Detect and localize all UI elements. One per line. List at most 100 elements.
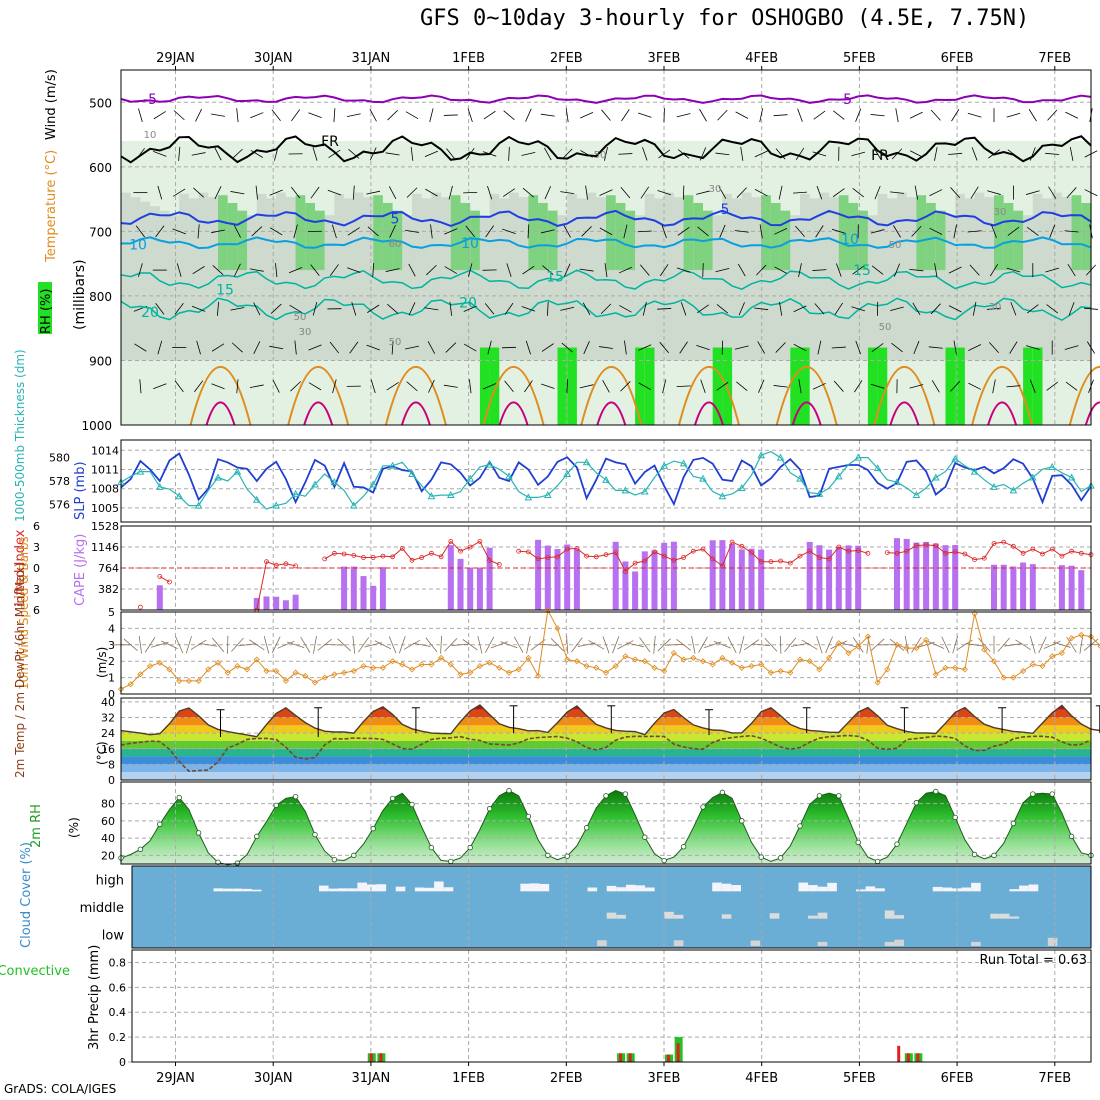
lifted-index-point (991, 541, 997, 546)
rh-point (622, 791, 629, 797)
wind-barb (1049, 224, 1056, 239)
wind-speed-point (166, 666, 173, 673)
wind-barb (825, 636, 833, 654)
wind-speed-point (1097, 644, 1100, 649)
cape-bar (1020, 562, 1027, 610)
rh-contour-label: 50 (879, 322, 892, 333)
hot-isotherm-bubble (303, 401, 334, 426)
wind-barb (561, 342, 573, 353)
wind-barb (758, 379, 765, 393)
rh-shade-gray (596, 197, 607, 361)
lifted-index-point (652, 549, 657, 555)
wind-barb (135, 148, 145, 160)
thickness-point (272, 501, 281, 509)
rh-point (603, 793, 609, 799)
rh-shade-gray (179, 193, 190, 361)
wind-barb (424, 150, 438, 158)
wind-barb (965, 643, 984, 647)
wind-speed-point (263, 667, 270, 675)
lifted-index-point (817, 555, 822, 560)
rh-shade-bright (945, 347, 956, 425)
cloud-cell (357, 882, 367, 892)
wind-barb (792, 191, 808, 194)
isotherm-line (120, 269, 1092, 291)
cloud-cell (645, 887, 655, 892)
rh-point (661, 857, 667, 864)
rh-contour-label: 60 (389, 239, 402, 250)
wind-barb (839, 642, 858, 648)
cape-bar (845, 545, 852, 610)
thickness-point (834, 472, 843, 480)
cloud-cell (750, 940, 761, 946)
rh-axis-label: RH (%) (39, 289, 54, 334)
wind-barb (214, 186, 222, 200)
lifted-index-point (884, 550, 890, 555)
lifted-index-line (887, 541, 1092, 561)
wind-barb (1046, 304, 1059, 314)
wind-barb (468, 379, 472, 394)
cape-bar (806, 541, 813, 610)
rh-shade-mid (625, 210, 636, 271)
wind-barb (504, 302, 514, 315)
rh-point (157, 821, 163, 827)
wind-barb (585, 185, 588, 200)
wind-barb (230, 191, 245, 195)
wind-speed-point (661, 667, 668, 675)
wind-barb (1066, 187, 1077, 199)
lifted-index-point (574, 546, 580, 551)
lifted-index-point (545, 555, 551, 560)
wind-barb (601, 109, 611, 121)
wind-barb (1068, 302, 1075, 316)
cloud-level-label: middle (80, 901, 124, 916)
rh-shade-gray (285, 197, 297, 361)
wind-speed-point (1039, 663, 1046, 670)
cloud-frame (131, 865, 1092, 949)
date-label-bottom: 30JAN (254, 1071, 293, 1086)
wind-barb (909, 111, 923, 119)
wind-barb (913, 340, 920, 355)
wind-barb (191, 152, 206, 156)
temp-axis-label: 2m Temp / 2m DewPt (6hr Min/Max) (13, 562, 27, 778)
wind-speed-point (864, 633, 871, 640)
wind-speed-point (185, 677, 192, 684)
lifted-index-tick-label: 6 (33, 520, 40, 533)
wind-speed-point (535, 672, 542, 680)
wind-barb (893, 225, 901, 238)
lifted-index-point (933, 543, 939, 548)
cloud-cell (1009, 916, 1020, 919)
wind-barb (405, 345, 419, 350)
lifted-index-point (1049, 546, 1055, 552)
wind-barb (391, 340, 394, 355)
rh-shade-bright (489, 347, 500, 425)
rh-shade-gray (363, 197, 374, 361)
wind-barb (446, 148, 456, 160)
cape-bar (612, 541, 619, 610)
thickness-point (951, 454, 960, 462)
wind-barb (251, 226, 263, 237)
thickness-point (912, 491, 921, 499)
wind-barb (793, 305, 807, 313)
wind-speed-point (379, 664, 386, 671)
cape-bar (467, 567, 474, 610)
lifted-index-point (690, 548, 696, 554)
cloud-cell (625, 884, 636, 892)
hot-isotherm-bubble (498, 401, 529, 426)
wind-barb (676, 267, 691, 273)
lifted-index-point (584, 553, 589, 559)
wind-barb (889, 191, 905, 194)
wind-barb (931, 380, 940, 393)
date-label-top: 2FEB (550, 51, 583, 66)
wind-barb (602, 636, 610, 654)
wind-speed-point (855, 643, 862, 650)
wind-barb (691, 635, 696, 654)
wind-barb (626, 642, 644, 648)
wind-barb (449, 301, 453, 316)
rh-tick-label: 40 (101, 832, 115, 845)
wind-barb (389, 224, 396, 238)
lifted-index-point (972, 557, 977, 562)
wind-barb (618, 266, 632, 274)
cape-bar (263, 596, 270, 610)
wind-barb (153, 383, 167, 390)
rh-point (273, 802, 279, 809)
warm-isotherm-bubble (287, 365, 350, 426)
